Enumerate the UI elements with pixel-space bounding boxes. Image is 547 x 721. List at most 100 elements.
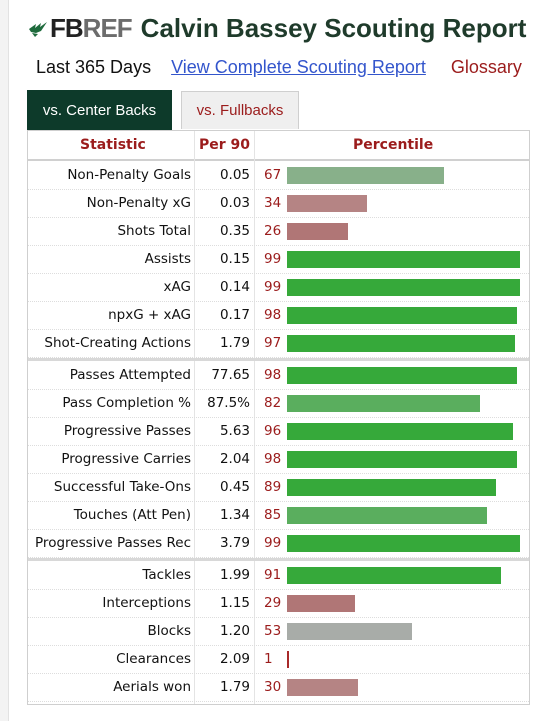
percentile-value: 99: [264, 535, 282, 551]
percentile-bar: [287, 395, 480, 412]
column-header-per90[interactable]: Per 90: [199, 137, 251, 153]
per90-value: 5.63: [219, 423, 250, 439]
percentile-value: 82: [264, 395, 282, 411]
stat-name[interactable]: Tackles: [142, 567, 191, 583]
percentile-bar: [287, 335, 515, 352]
per90-value: 1.79: [219, 335, 250, 351]
per90-value: 2.09: [219, 651, 250, 667]
table-row: Progressive Passes 5.63 96: [28, 417, 529, 446]
table-row: Assists 0.15 99: [28, 245, 529, 274]
stat-name[interactable]: Aerials won: [113, 679, 191, 695]
per90-value: 0.17: [219, 307, 250, 323]
stat-name[interactable]: xAG: [163, 279, 191, 295]
percentile-bar: [287, 479, 496, 496]
percentile-value: 1: [264, 651, 273, 667]
table-row: Passes Attempted 77.65 98: [28, 361, 529, 390]
percentile-bar: [287, 595, 355, 612]
percentile-value: 34: [264, 195, 282, 211]
percentile-bar: [287, 367, 517, 384]
percentile-bar: [287, 307, 517, 324]
per90-value: 77.65: [211, 367, 250, 383]
fbref-bird-icon: [29, 22, 47, 37]
tab-fullbacks[interactable]: vs. Fullbacks: [181, 91, 299, 129]
percentile-value: 30: [264, 679, 282, 695]
per90-value: 1.34: [219, 507, 250, 523]
per90-value: 0.03: [219, 195, 250, 211]
per90-value: 0.35: [219, 223, 250, 239]
percentile-bar: [287, 451, 517, 468]
stat-name[interactable]: Interceptions: [102, 595, 191, 611]
stat-name[interactable]: Successful Take-Ons: [53, 479, 191, 495]
percentile-value: 96: [264, 423, 282, 439]
percentile-value: 99: [264, 251, 282, 267]
percentile-value: 26: [264, 223, 282, 239]
column-header-statistic[interactable]: Statistic: [80, 137, 146, 153]
stat-name[interactable]: Non-Penalty Goals: [67, 167, 191, 183]
table-row: Non-Penalty xG 0.03 34: [28, 189, 529, 218]
percentile-bar: [287, 623, 412, 640]
percentile-value: 53: [264, 623, 282, 639]
table-row: Non-Penalty Goals 0.05 67: [28, 161, 529, 190]
table-row: Progressive Passes Rec 3.79 99: [28, 529, 529, 558]
table-row: Touches (Att Pen) 1.34 85: [28, 501, 529, 530]
period-label: Last 365 Days: [36, 56, 152, 77]
per90-value: 0.45: [219, 479, 250, 495]
table-row: Tackles 1.99 91: [28, 561, 529, 590]
group-separator: [28, 358, 529, 361]
stat-name[interactable]: Shots Total: [117, 223, 191, 239]
stat-name[interactable]: Progressive Passes: [63, 423, 191, 439]
page-header: FB REF Calvin Bassey Scouting Report: [27, 10, 526, 46]
per90-value: 3.79: [219, 535, 250, 551]
percentile-value: 98: [264, 307, 282, 323]
stat-name[interactable]: Passes Attempted: [69, 367, 191, 383]
stat-name[interactable]: Touches (Att Pen): [73, 507, 191, 523]
stat-name[interactable]: Progressive Passes Rec: [35, 535, 191, 551]
per90-value: 2.04: [219, 451, 250, 467]
percentile-value: 98: [264, 367, 282, 383]
percentile-value: 97: [264, 335, 282, 351]
per90-value: 87.5%: [207, 395, 250, 411]
table-row: xAG 0.14 99: [28, 273, 529, 302]
glossary-link[interactable]: Glossary: [450, 56, 522, 77]
percentile-bar: [287, 251, 520, 268]
complete-report-link[interactable]: View Complete Scouting Report: [171, 56, 426, 77]
per90-value: 1.79: [219, 679, 250, 695]
stat-name[interactable]: Non-Penalty xG: [86, 195, 191, 211]
table-row: Shots Total 0.35 26: [28, 217, 529, 246]
stat-name[interactable]: Pass Completion %: [62, 395, 191, 411]
percentile-value: 85: [264, 507, 282, 523]
per90-value: 1.15: [219, 595, 250, 611]
per90-value: 1.20: [219, 623, 250, 639]
stat-name[interactable]: Shot-Creating Actions: [44, 335, 191, 351]
percentile-bar: [287, 167, 444, 184]
per90-value: 1.99: [219, 567, 250, 583]
scouting-table: Statistic Per 90 Percentile Non-Penalty …: [27, 130, 530, 705]
table-row: Progressive Carries 2.04 98: [28, 445, 529, 474]
per90-value: 0.14: [219, 279, 250, 295]
stat-name[interactable]: Assists: [144, 251, 191, 267]
percentile-bar: [287, 507, 487, 524]
per90-value: 0.05: [219, 167, 250, 183]
fbref-logo[interactable]: FB REF: [27, 13, 133, 44]
percentile-bar: [287, 195, 367, 212]
column-header-percentile[interactable]: Percentile: [353, 137, 434, 153]
percentile-value: 99: [264, 279, 282, 295]
table-row: Shot-Creating Actions 1.79 97: [28, 329, 529, 358]
table-row: Clearances 2.09 1: [28, 645, 529, 674]
table-row: npxG + xAG 0.17 98: [28, 301, 529, 330]
stat-name[interactable]: Clearances: [116, 651, 191, 667]
percentile-value: 67: [264, 167, 282, 183]
percentile-bar: [287, 567, 501, 584]
percentile-value: 98: [264, 451, 282, 467]
stat-name[interactable]: Progressive Carries: [61, 451, 191, 467]
percentile-bar: [287, 651, 289, 668]
percentile-value: 91: [264, 567, 282, 583]
stat-name[interactable]: Blocks: [147, 623, 191, 639]
stat-name[interactable]: npxG + xAG: [108, 307, 191, 323]
per90-value: 0.15: [219, 251, 250, 267]
table-row: Aerials won 1.79 30: [28, 673, 529, 702]
percentile-bar: [287, 223, 348, 240]
table-header: Statistic Per 90 Percentile: [28, 131, 529, 161]
tab-center-backs[interactable]: vs. Center Backs: [27, 90, 172, 130]
page-title: Calvin Bassey Scouting Report: [140, 12, 527, 43]
